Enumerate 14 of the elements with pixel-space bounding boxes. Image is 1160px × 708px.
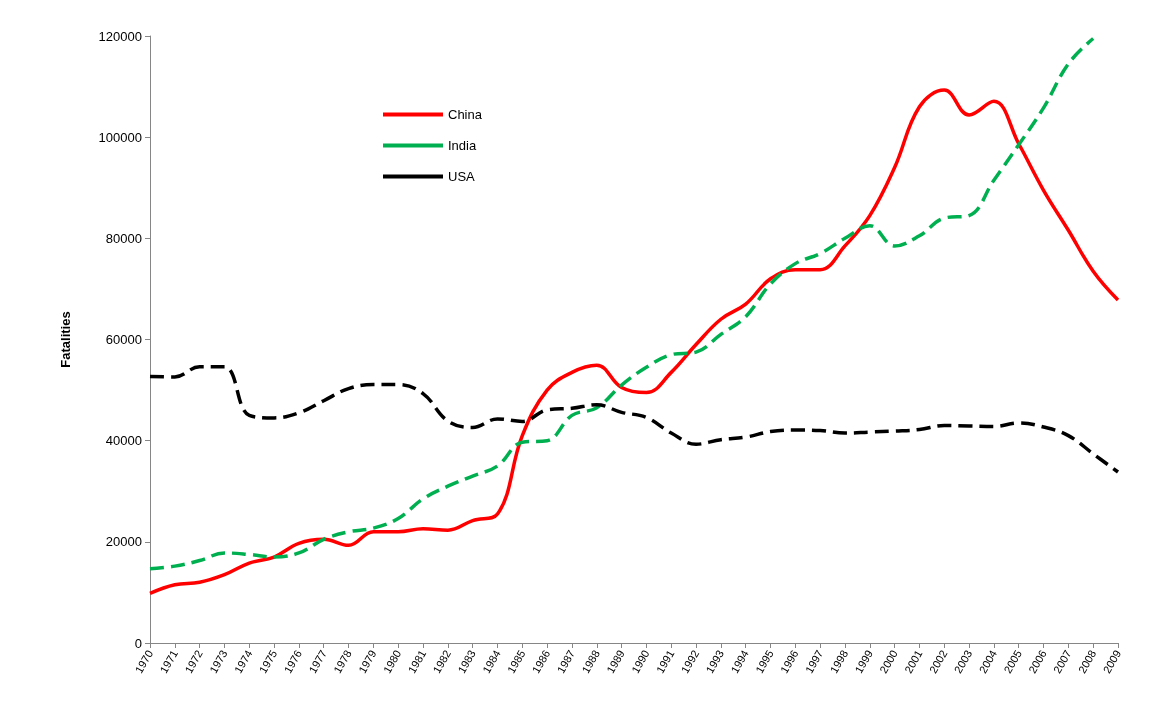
y-tick-label: 40000 — [105, 433, 142, 449]
y-tick-label: 20000 — [105, 534, 142, 550]
y-tick-label: 120000 — [98, 28, 142, 44]
legend-label: India — [448, 138, 477, 153]
legend-label: USA — [448, 169, 476, 184]
y-tick-label: 100000 — [98, 129, 142, 145]
y-axis-title: Fatalities — [58, 311, 73, 368]
legend-label: China — [448, 107, 483, 122]
line-series — [148, 365, 1120, 474]
y-tick-label: 60000 — [105, 332, 142, 347]
line-series — [148, 36, 1095, 571]
y-tick-label: 0 — [134, 635, 142, 651]
line-series — [148, 88, 1120, 596]
y-tick-label: 80000 — [105, 230, 142, 246]
